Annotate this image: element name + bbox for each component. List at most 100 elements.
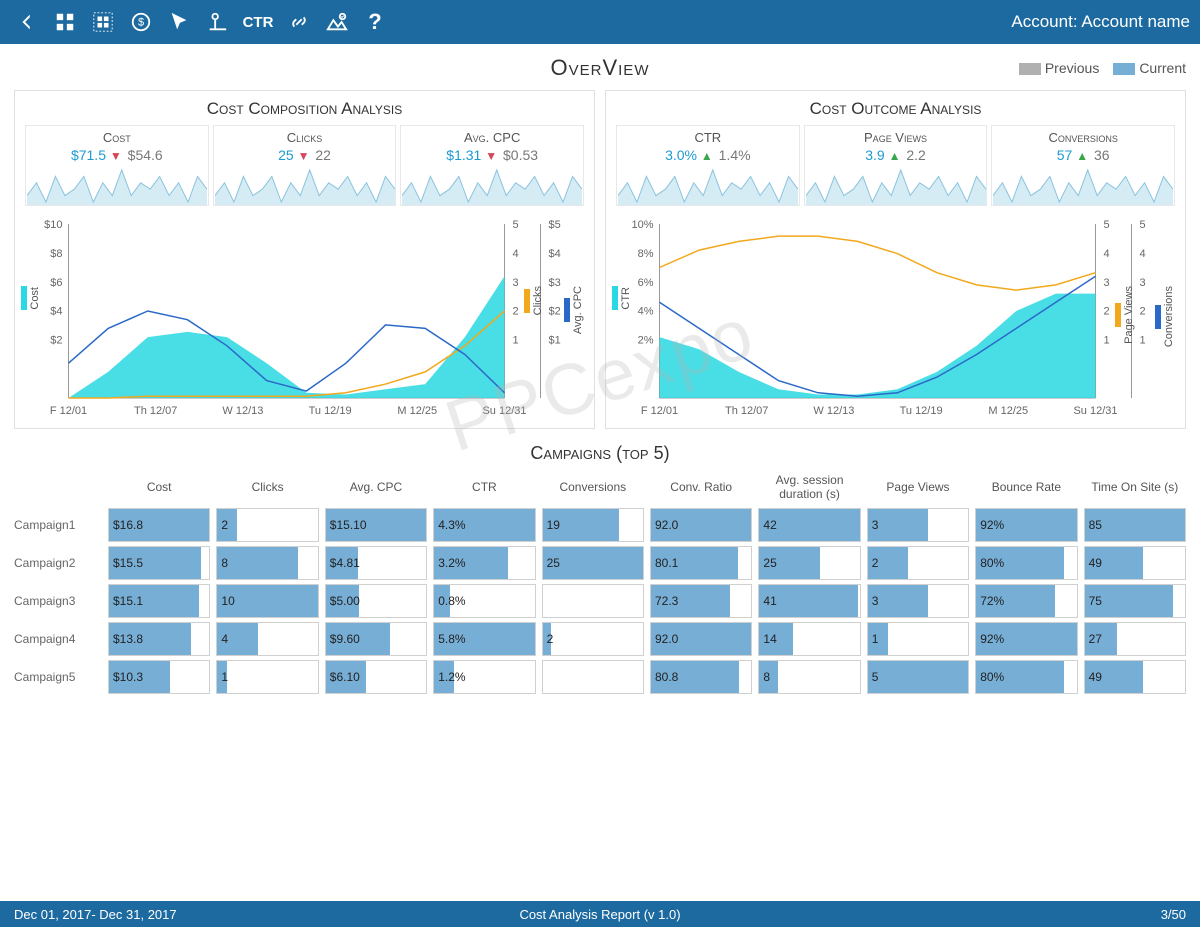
kpi-current: 25 xyxy=(278,147,294,163)
data-cell: 80.1 xyxy=(650,546,752,580)
data-cell: 4.3% xyxy=(433,508,535,542)
data-cell: 92% xyxy=(975,508,1077,542)
data-cell: 3 xyxy=(867,508,969,542)
svg-text:$4: $4 xyxy=(50,306,62,318)
data-cell: 41 xyxy=(758,584,860,618)
right-panel: Cost Outcome Analysis CTR 3.0% ▲ 1.4% Pa… xyxy=(605,90,1186,429)
data-cell: 72% xyxy=(975,584,1077,618)
column-header: Avg. CPC xyxy=(325,470,427,504)
svg-text:5: 5 xyxy=(1104,219,1110,231)
svg-text:2%: 2% xyxy=(638,335,654,347)
data-cell: 75 xyxy=(1084,584,1186,618)
svg-text:$5: $5 xyxy=(549,219,561,231)
data-cell: 2 xyxy=(867,546,969,580)
quality-icon[interactable] xyxy=(320,5,354,39)
svg-text:Su 12/31: Su 12/31 xyxy=(1073,405,1117,417)
svg-text:$2: $2 xyxy=(50,335,62,347)
svg-text:4%: 4% xyxy=(638,306,654,318)
data-cell: 19 xyxy=(542,508,644,542)
svg-text:$10: $10 xyxy=(44,219,62,231)
data-cell: 72.3 xyxy=(650,584,752,618)
dollar-icon[interactable]: $ xyxy=(124,5,158,39)
left-chart: CostClicksAvg. CPC$10$8$6$4$254321$5$4$3… xyxy=(23,216,586,426)
svg-text:2: 2 xyxy=(513,306,519,318)
column-header: Conversions xyxy=(542,470,644,504)
data-cell: $4.81 xyxy=(325,546,427,580)
data-cell: 42 xyxy=(758,508,860,542)
kpi-card: Cost $71.5 ▼ $54.6 xyxy=(25,125,209,206)
kpi-sparkline xyxy=(992,167,1174,205)
data-cell: 85 xyxy=(1084,508,1186,542)
svg-text:3: 3 xyxy=(1104,277,1110,289)
footer: Dec 01, 2017- Dec 31, 2017 Cost Analysis… xyxy=(0,901,1200,927)
kpi-label: Clicks xyxy=(214,130,396,145)
column-header: Avg. session duration (s) xyxy=(758,470,860,504)
column-header: Cost xyxy=(108,470,210,504)
data-cell: 25 xyxy=(542,546,644,580)
svg-text:Su 12/31: Su 12/31 xyxy=(482,405,526,417)
svg-text:W 12/13: W 12/13 xyxy=(813,405,854,417)
kpi-previous: 1.4% xyxy=(719,147,751,163)
data-cell: $6.10 xyxy=(325,660,427,694)
data-cell xyxy=(542,660,644,694)
svg-text:Th 12/07: Th 12/07 xyxy=(134,405,177,417)
svg-text:M 12/25: M 12/25 xyxy=(988,405,1028,417)
svg-text:Th 12/07: Th 12/07 xyxy=(725,405,768,417)
kpi-previous: $0.53 xyxy=(503,147,538,163)
data-cell: 92.0 xyxy=(650,622,752,656)
svg-text:3: 3 xyxy=(513,277,519,289)
data-cell: 2 xyxy=(216,508,318,542)
back-icon[interactable] xyxy=(10,5,44,39)
help-icon[interactable]: ? xyxy=(358,5,392,39)
svg-text:1: 1 xyxy=(513,335,519,347)
svg-text:6%: 6% xyxy=(638,277,654,289)
legend-previous-swatch xyxy=(1019,63,1041,75)
svg-text:$3: $3 xyxy=(549,277,561,289)
svg-text:Tu 12/19: Tu 12/19 xyxy=(309,405,352,417)
column-header: CTR xyxy=(433,470,535,504)
svg-text:4: 4 xyxy=(1104,248,1110,260)
svg-text:F 12/01: F 12/01 xyxy=(50,405,87,417)
data-cell: 1 xyxy=(216,660,318,694)
position-icon[interactable] xyxy=(200,5,234,39)
kpi-card: CTR 3.0% ▲ 1.4% xyxy=(616,125,800,206)
kpi-previous: 22 xyxy=(315,147,331,163)
svg-text:5: 5 xyxy=(513,219,519,231)
data-cell: $5.00 xyxy=(325,584,427,618)
data-cell: 0.8% xyxy=(433,584,535,618)
campaign-row-label: Campaign4 xyxy=(14,622,102,656)
select-grid-icon[interactable] xyxy=(86,5,120,39)
kpi-previous: 36 xyxy=(1094,147,1110,163)
grid-icon[interactable] xyxy=(48,5,82,39)
right-panel-title: Cost Outcome Analysis xyxy=(614,99,1177,119)
page-title: OverView xyxy=(551,55,650,81)
left-panel: Cost Composition Analysis Cost $71.5 ▼ $… xyxy=(14,90,595,429)
data-cell: 1 xyxy=(867,622,969,656)
data-cell: $15.1 xyxy=(108,584,210,618)
footer-page-number: 3/50 xyxy=(1161,907,1186,922)
kpi-sparkline xyxy=(805,167,987,205)
svg-text:W 12/13: W 12/13 xyxy=(222,405,263,417)
kpi-card: Clicks 25 ▼ 22 xyxy=(213,125,397,206)
data-cell: $9.60 xyxy=(325,622,427,656)
data-cell: 4 xyxy=(216,622,318,656)
account-label: Account: Account name xyxy=(1011,12,1190,32)
data-cell: 3 xyxy=(867,584,969,618)
kpi-label: Page Views xyxy=(805,130,987,145)
link-icon[interactable] xyxy=(282,5,316,39)
data-cell: 1.2% xyxy=(433,660,535,694)
data-cell: 5 xyxy=(867,660,969,694)
data-cell: 8 xyxy=(758,660,860,694)
svg-text:1: 1 xyxy=(1140,335,1146,347)
svg-text:$6: $6 xyxy=(50,277,62,289)
svg-text:F 12/01: F 12/01 xyxy=(641,405,678,417)
kpi-sparkline xyxy=(214,167,396,205)
ctr-button[interactable]: CTR xyxy=(238,5,278,39)
footer-date-range: Dec 01, 2017- Dec 31, 2017 xyxy=(14,907,177,922)
campaigns-title: Campaigns (top 5) xyxy=(14,443,1186,464)
svg-text:$4: $4 xyxy=(549,248,561,260)
kpi-sparkline xyxy=(617,167,799,205)
data-cell: $15.10 xyxy=(325,508,427,542)
cursor-icon[interactable] xyxy=(162,5,196,39)
kpi-current: 3.9 xyxy=(865,147,884,163)
